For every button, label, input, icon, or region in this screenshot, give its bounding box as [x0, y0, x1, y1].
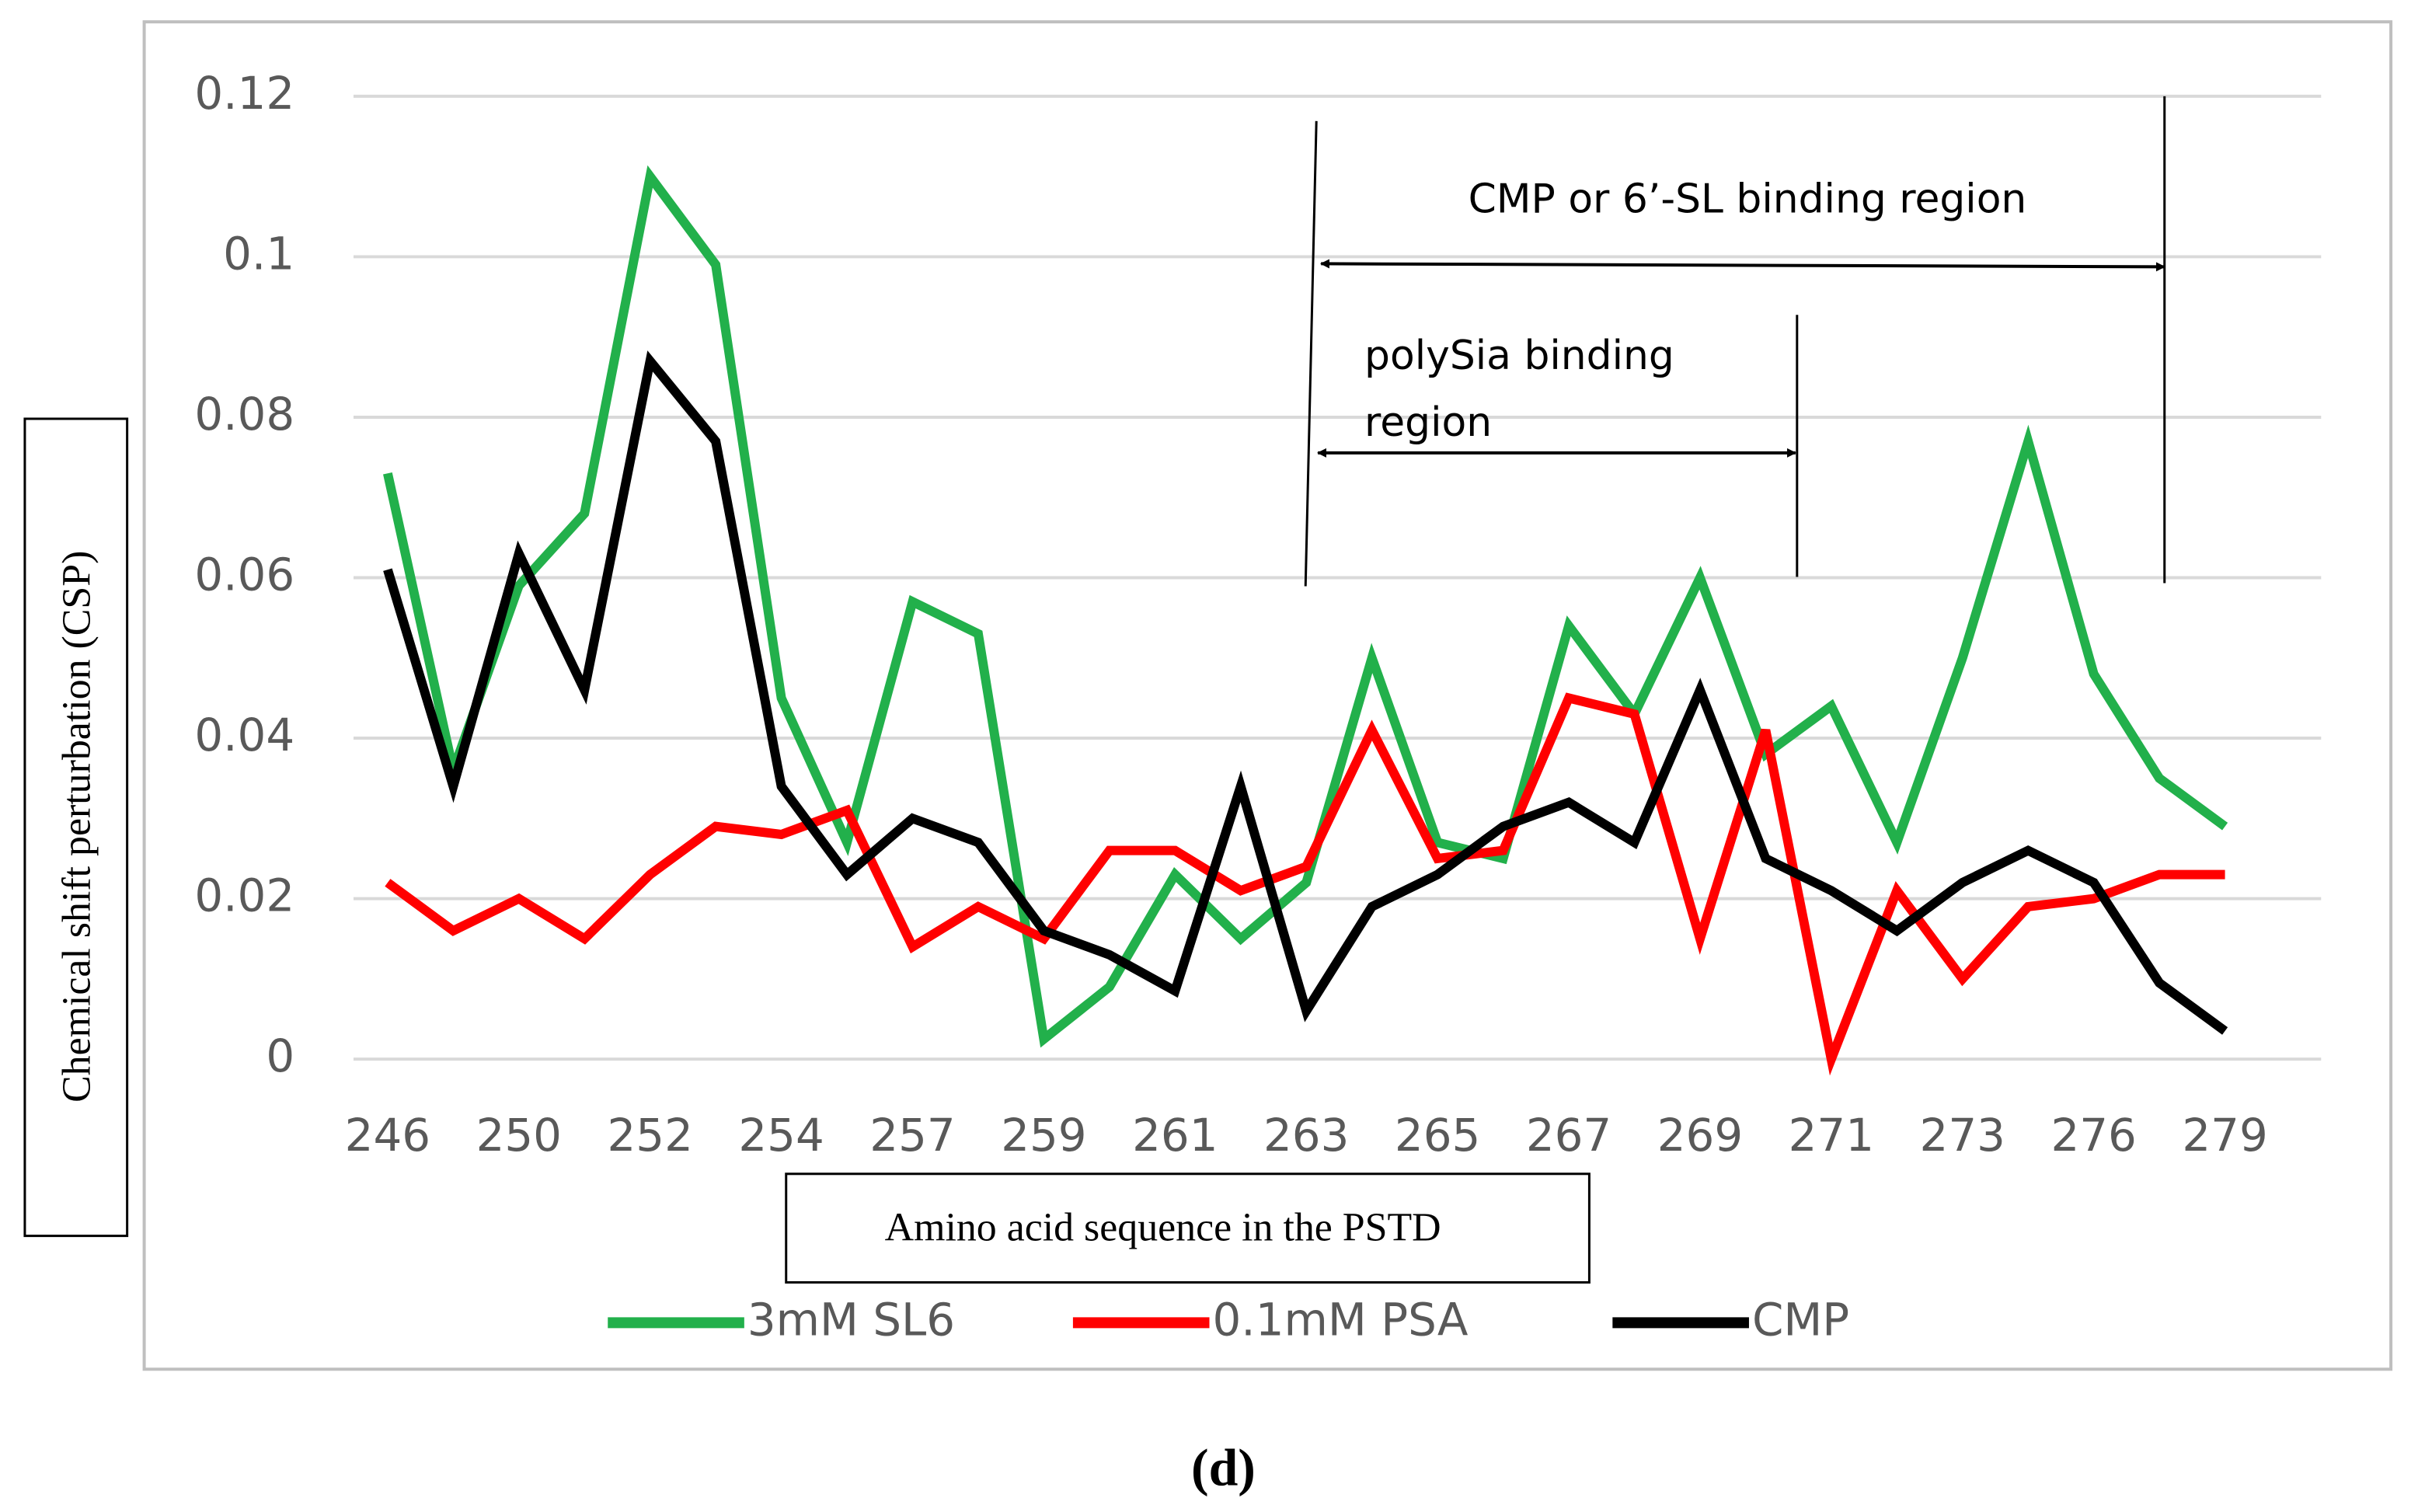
x-tick-label: 259 [1001, 1109, 1086, 1162]
x-tick-label: 279 [2182, 1109, 2267, 1162]
x-tick-label: 263 [1263, 1109, 1349, 1162]
series-line [383, 165, 2228, 1048]
lines [383, 165, 2228, 1076]
chart-border [142, 20, 2393, 1371]
x-tick-label: 250 [476, 1109, 562, 1162]
grid: 0 0.02 0.04 0.06 0.08 0.1 0.12 246 250 252 254 257 2… [194, 67, 2322, 1162]
x-tick-label: 273 [1920, 1109, 2005, 1162]
annotation: polySia binding [1364, 333, 1674, 379]
x-tick-label: 271 [1789, 1109, 1874, 1162]
x-label-box [785, 1172, 1591, 1284]
y-tick-label: 0.08 [194, 388, 294, 441]
caption: (d) [1191, 1438, 1256, 1496]
legend-label: CMP [1752, 1293, 1849, 1346]
x-tick-label: 246 [345, 1109, 430, 1162]
y-tick-label: 0.04 [194, 709, 294, 761]
x-tick-label: 257 [869, 1109, 955, 1162]
x-tick-label: 261 [1132, 1109, 1218, 1162]
annotation: region [1364, 399, 1492, 446]
annotation: CMP or 6’-SL binding region [1469, 176, 2027, 223]
x-tick-label: 276 [2050, 1109, 2136, 1162]
x-tick-label: 267 [1526, 1109, 1611, 1162]
x-tick-label: 269 [1657, 1109, 1743, 1162]
y-axis-label: Chemical shift perturbation (CSP) [55, 551, 99, 1103]
y-tick-label: 0.02 [194, 869, 294, 922]
x-axis-label: Amino acid sequence in the PSTD [885, 1206, 1441, 1250]
x-tick-label: 252 [607, 1109, 692, 1162]
bracket-line [1304, 120, 1318, 587]
y-tick-label: 0 [266, 1029, 294, 1082]
arrow [1319, 259, 2165, 272]
legend: 3mM SL6 0.1mM PSA CMP [608, 1293, 1849, 1346]
y-tick-label: 0.06 [194, 549, 294, 601]
x-tick-label: 254 [738, 1109, 824, 1162]
legend-label: 3mM SL6 [747, 1293, 955, 1346]
y-label-box [23, 417, 129, 1238]
annotation-brackets [1304, 96, 2166, 587]
x-tick-label: 265 [1395, 1109, 1480, 1162]
legend-label: 0.1mM PSA [1213, 1293, 1469, 1346]
series-line [383, 350, 2228, 1035]
y-tick-label: 0.12 [194, 67, 294, 120]
y-tick-label: 0.1 [223, 228, 294, 280]
